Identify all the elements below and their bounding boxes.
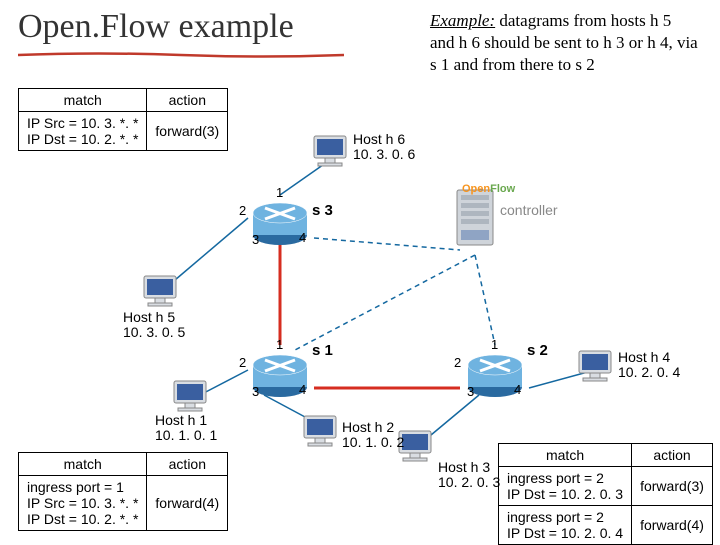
- match-cell: ingress port = 1IP Src = 10. 3. *. *IP D…: [19, 476, 147, 531]
- controller-label: controller: [500, 202, 558, 218]
- host-label: Host h 110. 1. 0. 1: [155, 413, 217, 444]
- page-title: Open.Flow example: [18, 8, 294, 46]
- port-number: 2: [454, 355, 461, 370]
- port-number: 3: [467, 384, 474, 399]
- port-number: 2: [239, 355, 246, 370]
- table-header: action: [632, 444, 713, 467]
- port-number: 2: [239, 203, 246, 218]
- flow-table-s2: matchactioningress port = 2IP Dst = 10. …: [498, 443, 713, 545]
- table-header: action: [147, 89, 228, 112]
- host-label: Host h 310. 2. 0. 3: [438, 460, 500, 491]
- action-cell: forward(3): [632, 467, 713, 506]
- host-label: Host h 510. 3. 0. 5: [123, 310, 185, 341]
- openflow-logo-flow: Flow: [490, 183, 515, 195]
- flow-table-s1: matchactioningress port = 1IP Src = 10. …: [18, 452, 228, 531]
- host-label: Host h 610. 3. 0. 6: [353, 132, 415, 163]
- table-row: ingress port = 2IP Dst = 10. 2. 0. 4forw…: [499, 506, 713, 545]
- action-cell: forward(4): [147, 476, 228, 531]
- title-underline: [18, 52, 344, 58]
- switch-label-s2: s 2: [527, 342, 548, 359]
- port-number: 3: [252, 384, 259, 399]
- table-header: match: [19, 453, 147, 476]
- port-number: 4: [299, 230, 306, 245]
- table-header: action: [147, 453, 228, 476]
- action-cell: forward(3): [147, 112, 228, 151]
- table-row: ingress port = 1IP Src = 10. 3. *. *IP D…: [19, 476, 228, 531]
- port-number: 1: [276, 337, 283, 352]
- action-cell: forward(4): [632, 506, 713, 545]
- host-label: Host h 410. 2. 0. 4: [618, 350, 680, 381]
- flow-table-s3: matchactionIP Src = 10. 3. *. *IP Dst = …: [18, 88, 228, 151]
- table-header: match: [19, 89, 147, 112]
- port-number: 4: [299, 382, 306, 397]
- table-header: match: [499, 444, 632, 467]
- match-cell: ingress port = 2IP Dst = 10. 2. 0. 4: [499, 506, 632, 545]
- match-cell: IP Src = 10. 3. *. *IP Dst = 10. 2. *. *: [19, 112, 147, 151]
- switch-label-s3: s 3: [312, 202, 333, 219]
- host-label: Host h 210. 1. 0. 2: [342, 420, 404, 451]
- port-number: 1: [491, 337, 498, 352]
- table-row: ingress port = 2IP Dst = 10. 2. 0. 3forw…: [499, 467, 713, 506]
- openflow-logo: OpenFlow: [462, 183, 515, 195]
- port-number: 4: [514, 382, 521, 397]
- example-lead: Example:: [430, 11, 495, 30]
- openflow-logo-open: Open: [462, 183, 490, 195]
- example-description: Example: datagrams from hosts h 5 and h …: [430, 10, 700, 76]
- port-number: 1: [276, 185, 283, 200]
- table-row: IP Src = 10. 3. *. *IP Dst = 10. 2. *. *…: [19, 112, 228, 151]
- switch-label-s1: s 1: [312, 342, 333, 359]
- match-cell: ingress port = 2IP Dst = 10. 2. 0. 3: [499, 467, 632, 506]
- port-number: 3: [252, 232, 259, 247]
